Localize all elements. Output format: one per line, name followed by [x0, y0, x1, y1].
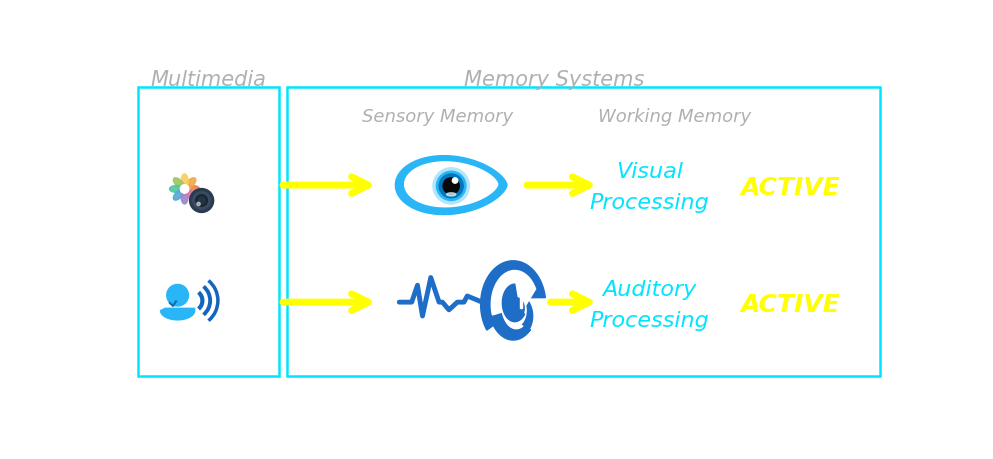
Polygon shape: [519, 297, 522, 308]
Ellipse shape: [174, 179, 185, 190]
Text: ACTIVE: ACTIVE: [741, 293, 840, 317]
Circle shape: [193, 192, 211, 210]
Polygon shape: [502, 285, 524, 322]
Circle shape: [190, 189, 213, 213]
Text: ACTIVE: ACTIVE: [741, 175, 840, 199]
Polygon shape: [492, 271, 535, 329]
Ellipse shape: [170, 186, 184, 193]
Circle shape: [181, 185, 189, 194]
Polygon shape: [405, 162, 497, 207]
Text: Working Memory: Working Memory: [598, 107, 751, 125]
Circle shape: [199, 198, 206, 205]
Text: Processing: Processing: [590, 310, 709, 330]
Text: Multimedia: Multimedia: [151, 70, 266, 90]
Circle shape: [196, 195, 208, 207]
Polygon shape: [481, 261, 545, 340]
Ellipse shape: [447, 193, 456, 196]
Circle shape: [437, 172, 466, 201]
Text: Sensory Memory: Sensory Memory: [362, 107, 513, 125]
Text: Memory Systems: Memory Systems: [464, 70, 644, 90]
FancyBboxPatch shape: [159, 169, 216, 218]
Ellipse shape: [185, 189, 196, 201]
Text: Processing: Processing: [590, 193, 709, 213]
Text: Visual: Visual: [616, 162, 683, 182]
Ellipse shape: [185, 179, 196, 190]
Circle shape: [443, 179, 460, 195]
Circle shape: [453, 179, 458, 184]
Circle shape: [197, 203, 201, 206]
Text: Auditory: Auditory: [603, 280, 697, 299]
Ellipse shape: [181, 174, 188, 189]
Ellipse shape: [181, 190, 188, 205]
Ellipse shape: [185, 186, 200, 193]
Circle shape: [433, 168, 470, 205]
FancyBboxPatch shape: [138, 87, 279, 376]
Polygon shape: [395, 157, 507, 215]
Circle shape: [167, 285, 189, 306]
FancyBboxPatch shape: [287, 87, 880, 376]
Polygon shape: [161, 308, 195, 320]
Ellipse shape: [174, 189, 185, 201]
Circle shape: [439, 174, 463, 198]
